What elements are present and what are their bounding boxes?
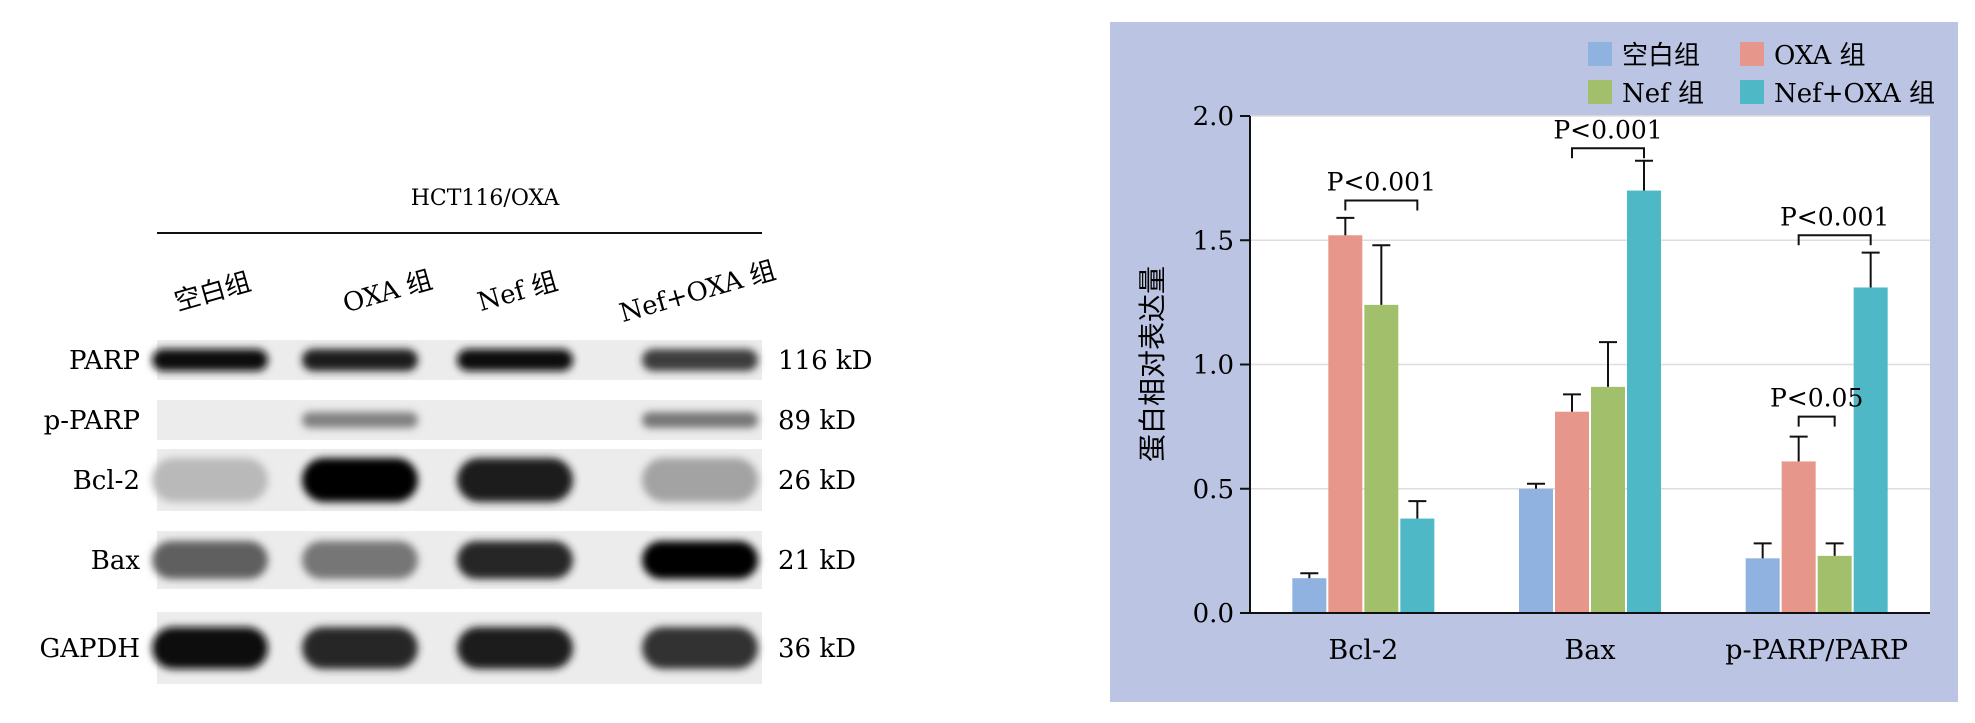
y-tick-label: 0.5: [1193, 475, 1234, 505]
bar: [1292, 578, 1327, 613]
protein-name: Bcl-2: [73, 466, 140, 496]
protein-name: p-PARP: [44, 406, 140, 436]
bar: [1853, 287, 1888, 613]
significance-bracket: [1797, 234, 1872, 246]
molecular-weight: 116 kD: [778, 346, 873, 376]
x-tick-label: p-PARP/PARP: [1725, 635, 1908, 666]
protein-band: [642, 349, 758, 371]
protein-band: [642, 627, 758, 669]
protein-band: [457, 349, 573, 371]
protein-band: [642, 458, 758, 502]
legend-label: Nef+OXA 组: [1774, 79, 1935, 109]
bar-chart: 0.0 0.5 1.0 1.5 2.0 Bcl-2 Bax p-PARP/PARP P<0.0…: [1110, 22, 1958, 702]
protein-band: [302, 458, 418, 502]
significance-label: P<0.001: [1780, 202, 1889, 231]
bar: [1627, 190, 1661, 614]
significance-bracket: [1344, 199, 1419, 211]
significance-bracket: [1571, 147, 1645, 159]
protein-band: [302, 349, 418, 371]
protein-band: [152, 627, 268, 669]
protein-band: [302, 541, 418, 579]
molecular-weight: 89 kD: [778, 406, 856, 436]
x-tick-label: Bcl-2: [1328, 635, 1398, 666]
lane-label: 空白组: [171, 267, 254, 317]
bar: [1328, 235, 1363, 613]
significance-label: P<0.05: [1770, 384, 1863, 413]
y-tick-label: 1.0: [1193, 351, 1234, 381]
bar: [1591, 386, 1625, 613]
legend-swatch: [1740, 42, 1764, 66]
bar: [1364, 304, 1399, 613]
protein-band: [642, 412, 758, 428]
bar: [1519, 488, 1553, 613]
legend-label: Nef 组: [1622, 79, 1704, 109]
blot-header: HCT116/OXA: [411, 186, 561, 211]
protein-band: [642, 541, 758, 579]
molecular-weight: 26 kD: [778, 466, 856, 496]
western-blot-panel: HCT116/OXA 空白组 OXA 组 Nef 组 Nef+OXA 组 PARP 11…: [39, 186, 873, 684]
bar: [1555, 411, 1589, 613]
protein-name: PARP: [69, 346, 140, 376]
y-tick-label: 2.0: [1193, 102, 1234, 132]
protein-band: [302, 627, 418, 669]
protein-band: [457, 458, 573, 502]
lane-label: Nef 组: [474, 267, 561, 318]
protein-band: [457, 627, 573, 669]
y-tick-label: 1.5: [1193, 226, 1234, 256]
legend-swatch: [1740, 80, 1764, 104]
bar: [1400, 518, 1435, 613]
protein-band: [302, 412, 418, 428]
protein-name: GAPDH: [39, 634, 140, 664]
protein-band: [457, 541, 573, 579]
y-axis-label: 蛋白相对表达量: [1136, 266, 1169, 462]
lane-label: Nef+OXA 组: [616, 256, 779, 329]
legend-label: OXA 组: [1774, 41, 1865, 71]
x-tick-label: Bax: [1564, 635, 1615, 666]
lane-label: OXA 组: [340, 265, 436, 319]
legend-swatch: [1588, 80, 1612, 104]
significance-bracket: [1797, 415, 1836, 427]
protein-band: [152, 458, 268, 502]
protein-band: [152, 349, 268, 371]
protein-band: [152, 541, 268, 579]
bar: [1781, 461, 1816, 613]
significance-label: P<0.001: [1327, 167, 1436, 196]
y-tick-label: 0.0: [1193, 599, 1234, 629]
molecular-weight: 36 kD: [778, 634, 856, 664]
legend-label: 空白组: [1622, 41, 1700, 71]
significance-label: P<0.001: [1553, 115, 1662, 144]
bar: [1817, 555, 1852, 613]
legend-swatch: [1588, 42, 1612, 66]
protein-name: Bax: [91, 546, 141, 576]
molecular-weight: 21 kD: [778, 546, 856, 576]
bar: [1745, 558, 1780, 613]
